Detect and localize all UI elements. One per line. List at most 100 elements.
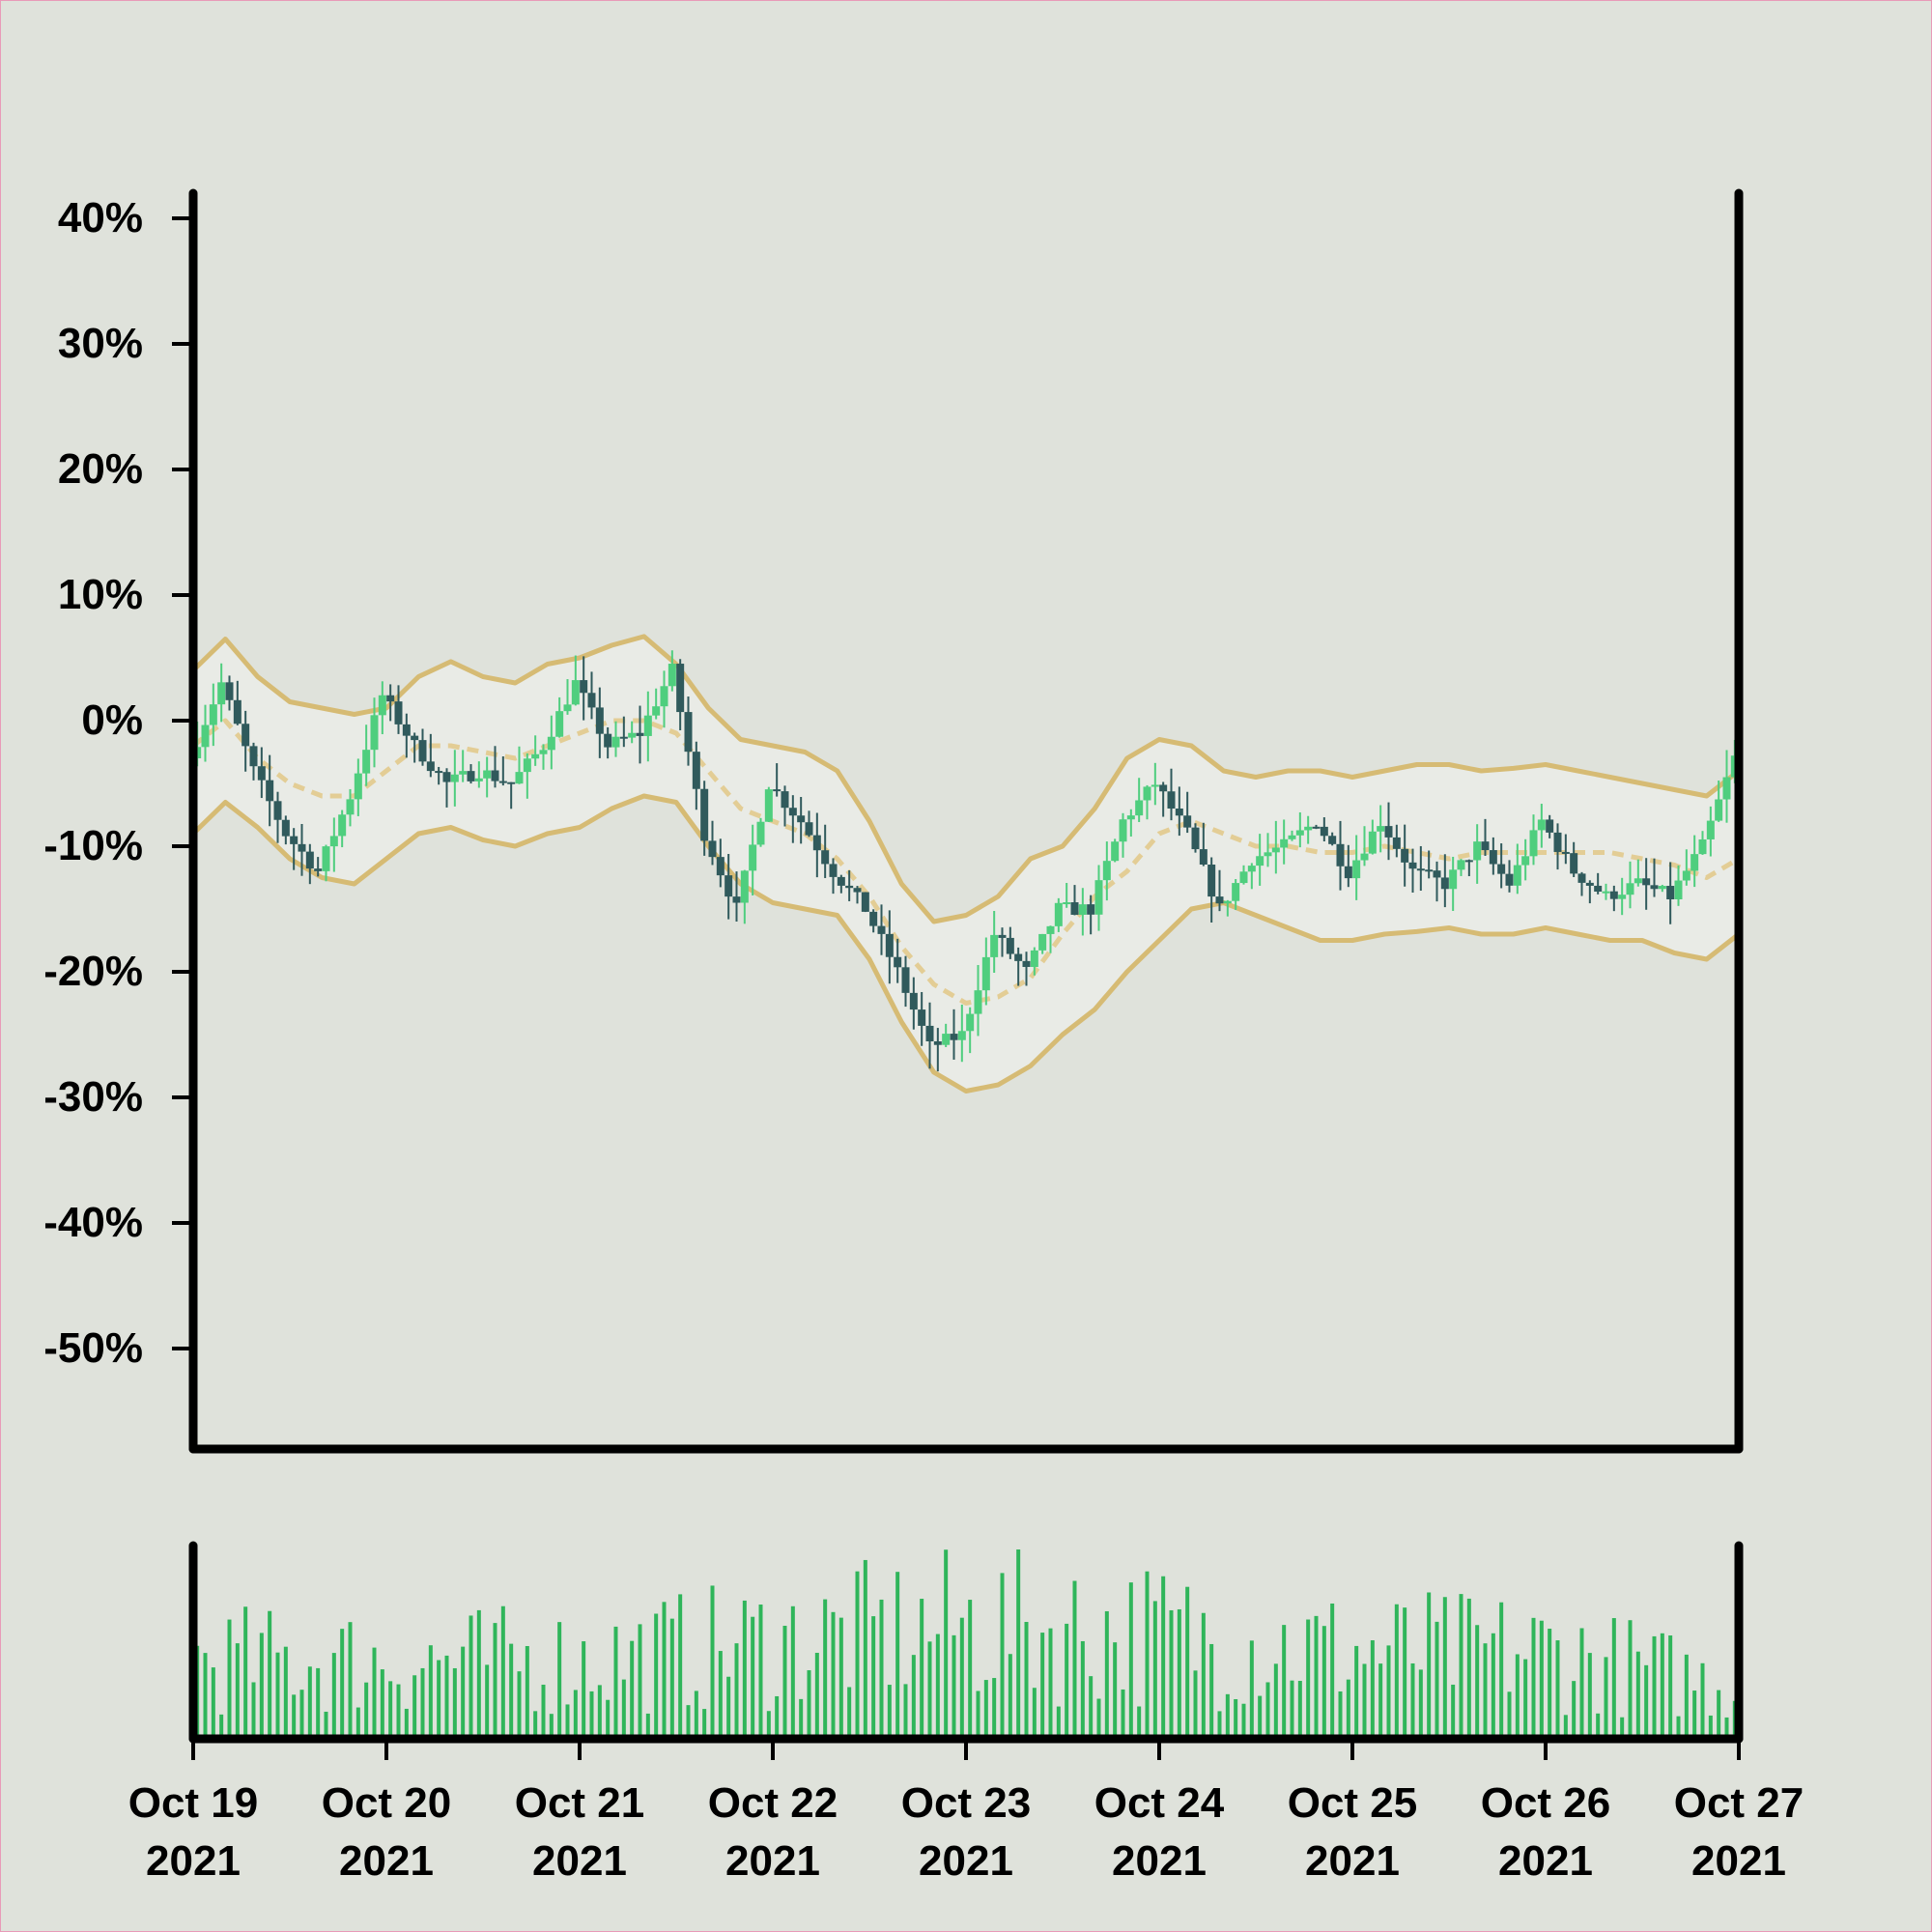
y-tick-label: 0% [81, 696, 143, 744]
candle-body [1489, 850, 1497, 865]
candle-body [1143, 786, 1151, 801]
volume-bar [476, 1609, 481, 1739]
candle-body [901, 967, 910, 993]
candle-body [426, 761, 435, 772]
candle-body [523, 758, 531, 773]
candle-body [386, 695, 395, 702]
volume-bar [259, 1633, 264, 1739]
volume-bar [1451, 1684, 1456, 1739]
candle-body [217, 682, 226, 705]
candle-body [628, 732, 637, 738]
candle-body [788, 808, 797, 816]
candle-body [1223, 900, 1232, 904]
candle-body [1159, 784, 1168, 792]
candle-body [281, 819, 290, 837]
volume-bar [1539, 1620, 1544, 1739]
candle-body [684, 712, 693, 753]
volume-bar [268, 1610, 272, 1739]
volume-bar [838, 1617, 843, 1739]
volume-bar [412, 1675, 417, 1739]
candle-body [812, 835, 821, 851]
candle-body [1014, 953, 1023, 961]
candle-body [450, 774, 459, 782]
volume-bar [847, 1687, 852, 1739]
volume-bar [903, 1684, 908, 1739]
candle-body [918, 1009, 926, 1026]
volume-bar [1507, 1691, 1512, 1739]
candle-body [1642, 878, 1651, 886]
candle-body [314, 868, 323, 871]
y-tick-label: -50% [43, 1324, 143, 1372]
candle-body [1022, 960, 1031, 967]
candle-body [1577, 873, 1586, 883]
volume-bar [1418, 1669, 1423, 1739]
candle-body [1433, 870, 1441, 878]
x-tick-label-date: Oct 25 [1288, 1779, 1418, 1827]
volume-bar [1346, 1679, 1350, 1739]
candle-body [909, 992, 918, 1010]
candle-body [716, 857, 724, 876]
y-tick-label: -10% [43, 822, 143, 869]
volume-bar [742, 1600, 747, 1739]
volume-bar [1032, 1688, 1037, 1739]
candle-body [942, 1034, 951, 1045]
bollinger-band [191, 634, 1741, 1094]
volume-bar [1531, 1617, 1536, 1739]
volume-bar [1169, 1609, 1174, 1739]
volume-bar [428, 1645, 433, 1739]
volume-bar [444, 1655, 449, 1739]
volume-bar [1442, 1597, 1447, 1739]
candle-body [467, 771, 475, 781]
candle-body [740, 870, 749, 903]
candle-body [1570, 853, 1578, 874]
candle-body [1464, 860, 1473, 863]
volume-bar [324, 1711, 328, 1739]
candle-body [362, 750, 371, 774]
volume-bar [541, 1684, 546, 1739]
volume-bar [1499, 1602, 1504, 1739]
volume-bar [694, 1690, 698, 1739]
volume-bar [1466, 1598, 1471, 1739]
y-tick-label: 10% [58, 571, 143, 618]
volume-bar [1676, 1716, 1681, 1739]
candle-body [1481, 841, 1490, 851]
candle-body [1054, 902, 1063, 926]
candle-body [1666, 886, 1675, 899]
volume-bar [227, 1619, 232, 1739]
candle-body [1561, 851, 1570, 854]
volume-bar [710, 1585, 715, 1739]
volume-bar [1008, 1654, 1012, 1739]
candle-body [821, 850, 830, 865]
candle-body [1497, 864, 1506, 874]
volume-bar [1572, 1681, 1577, 1739]
volume-bars [195, 1549, 1737, 1739]
volume-bar [952, 1634, 956, 1739]
volume-bar [396, 1684, 401, 1739]
volume-bar [1258, 1695, 1263, 1739]
volume-bar [1555, 1640, 1560, 1739]
volume-bar [1121, 1689, 1125, 1739]
candle-body [845, 885, 854, 889]
candle-body [861, 892, 869, 912]
volume-bar [203, 1653, 208, 1739]
candle-body [329, 836, 338, 847]
volume-bar [726, 1676, 731, 1739]
volume-bar [1579, 1628, 1584, 1739]
candle-body [1690, 854, 1699, 871]
volume-bar [348, 1622, 353, 1739]
candle-body [676, 664, 685, 713]
candle-body [1658, 886, 1666, 890]
candle-body [1602, 891, 1610, 894]
upper-band-line [191, 634, 1741, 924]
volume-bar [1152, 1601, 1157, 1739]
volume-bar [355, 1707, 360, 1739]
volume-bar [1177, 1608, 1181, 1739]
candle-body [435, 771, 443, 774]
volume-bar [1056, 1706, 1061, 1739]
volume-bar [1523, 1659, 1528, 1739]
candle-body [1208, 865, 1216, 897]
x-tick-label-date: Oct 26 [1481, 1779, 1611, 1827]
volume-bar [911, 1655, 916, 1739]
candle-body [1126, 815, 1135, 820]
volume-bar [469, 1615, 473, 1739]
